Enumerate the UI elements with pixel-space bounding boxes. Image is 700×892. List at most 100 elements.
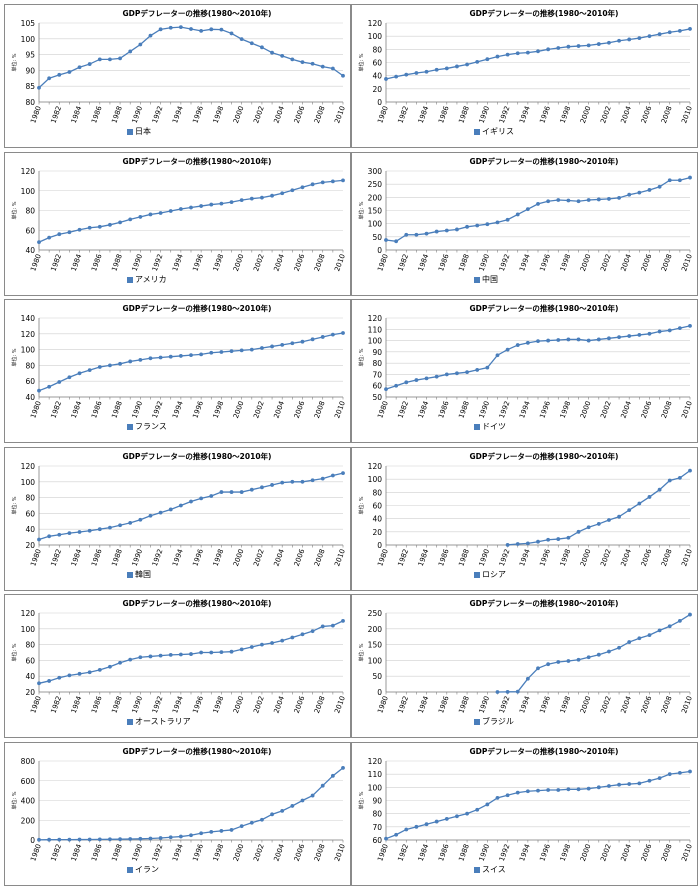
line-chart: GDPデフレーターの推移(1980〜2010年) 20 40 60 80 100 120 単位… — [11, 451, 347, 567]
data-point — [290, 57, 295, 62]
x-tick-label: 1988 — [110, 400, 124, 419]
y-tick-label: 110 — [368, 770, 383, 779]
x-tick-label: 1992 — [498, 548, 512, 567]
data-point — [627, 782, 632, 786]
x-tick-label: 1986 — [90, 252, 104, 272]
y-tick-label: 100 — [21, 187, 36, 196]
y-tick-label: 70 — [372, 823, 382, 832]
x-tick-label: 2006 — [293, 842, 307, 862]
data-point — [546, 537, 551, 542]
data-point — [607, 784, 611, 788]
data-point — [189, 205, 193, 210]
legend-label: 中国 — [482, 275, 498, 284]
data-point — [556, 46, 561, 50]
y-tick-label: 80 — [25, 361, 35, 370]
data-point — [505, 793, 510, 798]
data-point — [536, 666, 540, 671]
data-point — [168, 652, 173, 657]
y-tick-label: 250 — [368, 180, 383, 189]
x-tick-label: 2010 — [680, 843, 694, 862]
x-tick-label: 2002 — [252, 105, 266, 124]
y-tick-label: 90 — [372, 797, 382, 806]
x-tick-label: 1992 — [498, 695, 512, 714]
x-tick-label: 1980 — [376, 253, 390, 272]
data-point — [515, 542, 520, 546]
y-tick-label: 120 — [21, 167, 36, 176]
line-chart: GDPデフレーターの推移(1980〜2010年) 0 200 400 600 800 単位:… — [11, 746, 347, 862]
x-tick-label: 2002 — [599, 695, 613, 714]
series-line — [507, 470, 691, 546]
data-point — [108, 837, 112, 842]
y-tick-label: 50 — [372, 233, 382, 242]
data-point — [434, 67, 439, 72]
y-tick-label: 80 — [372, 488, 382, 497]
data-point — [57, 532, 62, 537]
data-point — [270, 641, 274, 645]
x-tick-label: 1996 — [538, 842, 552, 862]
data-point — [158, 836, 163, 840]
data-point — [239, 348, 244, 353]
chart-panel: GDPデフレーターの推移(1980〜2010年) 0 20 40 60 80 100 120 単… — [351, 4, 698, 148]
chart-title: GDPデフレーターの推移(1980〜2010年) — [123, 451, 272, 461]
x-tick-label: 1984 — [417, 104, 431, 124]
data-point — [87, 62, 92, 66]
data-point — [596, 652, 601, 657]
y-tick-label: 20 — [372, 528, 382, 537]
data-point — [87, 837, 92, 842]
data-point — [465, 811, 469, 816]
x-tick-label: 2000 — [579, 843, 593, 862]
data-point — [617, 335, 621, 340]
x-tick-label: 1982 — [397, 253, 411, 272]
legend-label: 韓国 — [135, 570, 151, 579]
data-point — [77, 227, 82, 232]
data-point — [667, 30, 672, 35]
data-point — [414, 378, 419, 382]
x-tick-label: 2000 — [579, 695, 593, 714]
data-point — [525, 207, 530, 212]
data-point — [596, 337, 601, 342]
x-tick-label: 1986 — [90, 547, 104, 567]
x-tick-label: 2006 — [640, 104, 654, 124]
x-tick-label: 1992 — [151, 105, 165, 124]
data-point — [158, 355, 163, 360]
data-point — [67, 375, 72, 380]
data-point — [138, 42, 143, 47]
data-point — [434, 374, 439, 379]
data-point — [280, 638, 285, 643]
legend-label: ブラジル — [482, 717, 514, 726]
data-point — [108, 57, 112, 62]
legend: スイス — [474, 864, 506, 875]
x-tick-label: 1998 — [212, 548, 226, 567]
x-tick-label: 1986 — [90, 842, 104, 862]
data-point — [455, 64, 459, 69]
x-tick-label: 1994 — [518, 547, 532, 567]
x-tick-label: 1990 — [478, 400, 492, 419]
data-point — [57, 232, 62, 237]
data-point — [67, 531, 72, 536]
x-tick-label: 1990 — [131, 548, 145, 567]
data-point — [444, 817, 449, 821]
data-point — [77, 837, 82, 842]
y-tick-label: 100 — [21, 35, 36, 44]
chart-title: GDPデフレーターの推移(1980〜2010年) — [470, 8, 619, 18]
y-tick-label: 80 — [372, 359, 382, 368]
data-point — [394, 239, 399, 244]
data-point — [556, 537, 561, 541]
data-point — [647, 778, 652, 783]
x-tick-label: 2000 — [232, 695, 246, 714]
data-point — [495, 795, 500, 800]
x-tick-label: 2008 — [313, 105, 327, 124]
x-tick-label: 1980 — [29, 695, 43, 714]
x-tick-label: 1980 — [29, 548, 43, 567]
data-point — [229, 349, 234, 354]
y-tick-label: 50 — [372, 672, 382, 681]
legend: ドイツ — [474, 421, 506, 432]
x-tick-label: 1992 — [151, 400, 165, 419]
data-point — [239, 824, 244, 829]
data-point — [300, 60, 305, 65]
legend: 日本 — [127, 126, 151, 137]
legend: 中国 — [474, 274, 498, 285]
data-point — [320, 335, 325, 339]
x-tick-label: 1988 — [110, 843, 124, 862]
chart-title: GDPデフレーターの推移(1980〜2010年) — [470, 598, 619, 608]
